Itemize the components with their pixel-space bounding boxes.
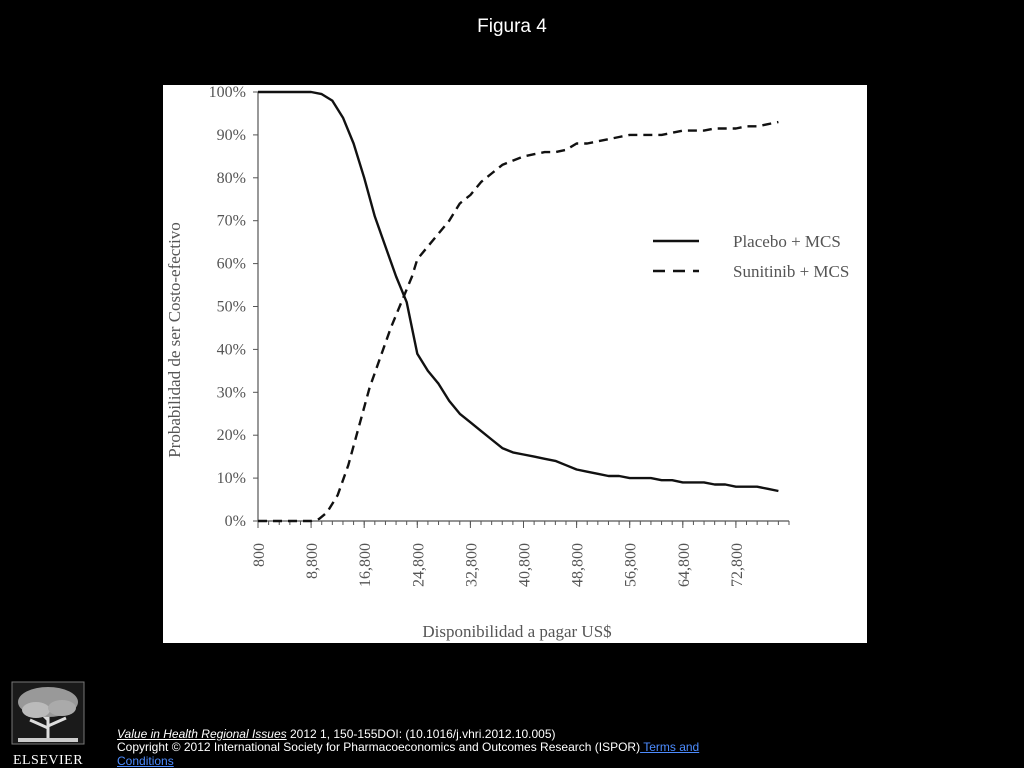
y-tick-label: 60% (217, 256, 246, 273)
y-tick-label: 30% (217, 384, 246, 401)
x-axis-title: Disponibilidad a pagar US$ (422, 622, 611, 641)
y-tick-label: 0% (225, 513, 246, 530)
elsevier-logo: ELSEVIER (11, 681, 85, 768)
x-tick-label: 24,800 (410, 543, 427, 587)
y-tick-label: 80% (217, 170, 246, 187)
y-tick-label: 70% (217, 213, 246, 230)
axes: 0% 10% 20% 30% 40% 50% 60% 70% 80% 90% 100% 800 8,80… (209, 85, 790, 587)
terms-and-conditions-link[interactable]: Terms and Conditions (117, 740, 700, 768)
series-line-placebo (258, 90, 779, 493)
slide-title: Figura 4 (477, 16, 547, 37)
legend-label: Placebo + MCS (733, 232, 841, 251)
x-tick-label: 8,800 (304, 543, 321, 579)
x-tick-label: 48,800 (570, 543, 587, 587)
x-tick-label: 64,800 (676, 543, 693, 587)
elsevier-wordmark: ELSEVIER (13, 753, 83, 768)
x-tick-label: 16,800 (357, 543, 374, 587)
citation-details: 2012 1, 150-155DOI: (10.1016/j.vhri.2012… (286, 727, 556, 741)
cost-effectiveness-chart: Probabilidad de ser Costo-efectivo Dispo… (165, 85, 849, 641)
x-tick-label: 40,800 (517, 543, 534, 587)
y-tick-label: 100% (209, 85, 246, 101)
series-layer (258, 90, 779, 523)
y-tick-label: 20% (217, 427, 246, 444)
series-line-sunitinib (258, 120, 779, 523)
legend: Placebo + MCS Sunitinib + MCS (653, 232, 849, 281)
legend-label: Sunitinib + MCS (733, 262, 849, 281)
chart-panel: Probabilidad de ser Costo-efectivo Dispo… (163, 85, 867, 643)
y-tick-label: 10% (217, 470, 246, 487)
x-tick-label: 56,800 (623, 543, 640, 587)
copyright-notice: Copyright © 2012 International Society f… (117, 740, 737, 768)
copyright-text: Copyright © 2012 International Society f… (117, 740, 641, 754)
x-tick-label: 32,800 (463, 543, 480, 587)
y-tick-label: 90% (217, 127, 246, 144)
journal-link[interactable]: Value in Health Regional Issues (117, 727, 287, 741)
citation: Value in Health Regional Issues 2012 1, … (117, 727, 556, 741)
x-tick-label: 72,800 (729, 543, 746, 587)
y-axis-title: Probabilidad de ser Costo-efectivo (165, 222, 184, 458)
x-tick-label: 800 (251, 543, 268, 567)
y-tick-label: 50% (217, 299, 246, 316)
y-tick-label: 40% (217, 341, 246, 358)
